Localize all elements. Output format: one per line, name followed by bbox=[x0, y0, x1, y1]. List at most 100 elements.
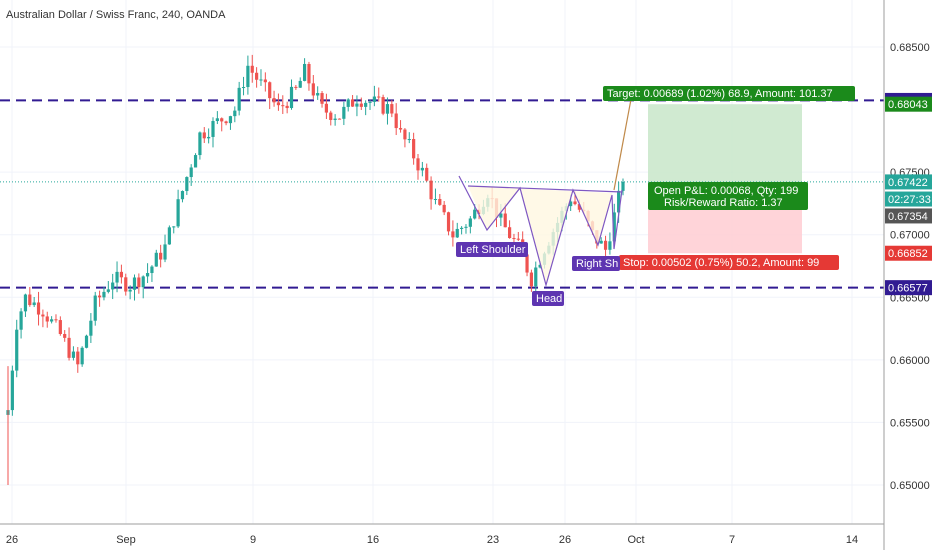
x-tick-label: 7 bbox=[729, 534, 735, 546]
y-tick-label: 0.65000 bbox=[890, 480, 930, 492]
candle-body bbox=[468, 218, 472, 227]
projection-line bbox=[613, 93, 633, 191]
candle-body bbox=[398, 128, 403, 130]
candle-body bbox=[612, 212, 616, 242]
candle-body bbox=[198, 132, 202, 156]
candle-body bbox=[442, 204, 446, 213]
candle-body bbox=[333, 118, 337, 120]
head-label: Head bbox=[536, 293, 562, 305]
price-badge-label: 0.66852 bbox=[888, 248, 928, 260]
candle-body bbox=[394, 113, 398, 129]
candle-body bbox=[76, 351, 80, 365]
candle-body bbox=[115, 271, 119, 283]
price-badge-label: 02:27:33 bbox=[888, 194, 931, 206]
candle-body bbox=[350, 99, 355, 107]
price-badge bbox=[885, 191, 932, 207]
candle-body bbox=[28, 294, 32, 306]
price-badge-label: 0.68043 bbox=[888, 99, 928, 111]
candle-body bbox=[50, 319, 54, 322]
candle-body bbox=[407, 139, 411, 141]
candle-body bbox=[276, 102, 281, 106]
candle-body bbox=[71, 351, 76, 358]
price-badge bbox=[885, 96, 932, 112]
candle-body bbox=[403, 129, 407, 140]
candle-body bbox=[298, 80, 302, 88]
candle-body bbox=[89, 320, 93, 336]
candle-body bbox=[534, 267, 538, 287]
candle-body bbox=[241, 87, 246, 89]
candle-body bbox=[342, 106, 346, 119]
candle-body bbox=[220, 118, 224, 122]
x-tick-label: 26 bbox=[559, 534, 571, 546]
head-and-shoulders-pattern bbox=[458, 93, 633, 288]
risk-reward-label: Risk/Reward Ratio: 1.37 bbox=[664, 197, 783, 209]
candle-body bbox=[285, 105, 289, 109]
candle-body bbox=[41, 314, 45, 317]
candle-body bbox=[172, 226, 176, 228]
pattern-fill bbox=[468, 186, 612, 285]
candle-body bbox=[228, 116, 233, 124]
candle-body bbox=[359, 103, 363, 107]
candle-body bbox=[268, 82, 272, 99]
left-shoulder-label: Left Shoulder bbox=[460, 244, 526, 256]
candle-body bbox=[255, 72, 259, 80]
candle-body bbox=[337, 118, 342, 120]
pattern-neckline bbox=[467, 185, 623, 193]
price-badge-label: 0.67422 bbox=[888, 177, 928, 189]
candle-body bbox=[617, 190, 621, 213]
candle-body bbox=[316, 93, 320, 96]
candle-body bbox=[137, 277, 141, 288]
candle-body bbox=[451, 231, 455, 238]
candle-body bbox=[302, 63, 307, 81]
candle-body bbox=[603, 240, 608, 250]
candle-body bbox=[128, 289, 132, 292]
candle-body bbox=[412, 139, 416, 159]
candle-body bbox=[237, 87, 241, 111]
candle-body bbox=[93, 295, 97, 321]
candle-body bbox=[608, 241, 612, 250]
candle-body bbox=[355, 103, 359, 107]
candle-body bbox=[84, 335, 89, 348]
candle-body bbox=[102, 291, 106, 298]
candle-body bbox=[259, 79, 263, 81]
candle-body bbox=[124, 277, 128, 292]
target-label-bg bbox=[603, 86, 855, 101]
candle-body bbox=[193, 155, 198, 168]
candle-body bbox=[324, 103, 329, 113]
candle-body bbox=[23, 294, 28, 312]
candle-body bbox=[499, 213, 503, 218]
candle-body bbox=[224, 121, 228, 124]
candle-body bbox=[211, 121, 215, 137]
candle-body bbox=[132, 277, 137, 290]
candle-body bbox=[19, 311, 23, 330]
candle-body bbox=[538, 264, 542, 268]
x-tick-label: 16 bbox=[367, 534, 379, 546]
right-shoulder-label: Right Sh bbox=[576, 258, 618, 270]
candle-body bbox=[446, 212, 451, 232]
left-shoulder-label-bg bbox=[456, 242, 528, 257]
candle-body bbox=[438, 198, 442, 205]
candle-body bbox=[529, 272, 534, 287]
candle-body bbox=[420, 167, 424, 171]
candle-body bbox=[320, 93, 324, 104]
y-tick-label: 0.67000 bbox=[890, 230, 930, 242]
price-badge-label: 0.66577 bbox=[888, 283, 928, 295]
price-badge bbox=[885, 245, 932, 261]
candle-body bbox=[577, 204, 581, 210]
candle-body bbox=[111, 282, 115, 290]
candle-body bbox=[621, 181, 625, 191]
candle-body bbox=[215, 118, 219, 122]
candle-body bbox=[54, 319, 58, 321]
candle-body bbox=[141, 276, 145, 288]
candle-body bbox=[289, 86, 294, 109]
candle-body bbox=[36, 302, 41, 315]
x-tick-label: Sep bbox=[116, 534, 136, 546]
x-tick-label: 26 bbox=[6, 534, 18, 546]
candle-body bbox=[525, 254, 529, 273]
candle-body bbox=[119, 271, 124, 278]
chart-title: Australian Dollar / Swiss Franc, 240, OA… bbox=[6, 9, 226, 21]
candle-body bbox=[516, 238, 520, 240]
candle-body bbox=[329, 112, 333, 120]
pnl-label: Open P&L: 0.00068, Qty: 199 bbox=[654, 185, 798, 197]
candle-body bbox=[176, 199, 180, 227]
